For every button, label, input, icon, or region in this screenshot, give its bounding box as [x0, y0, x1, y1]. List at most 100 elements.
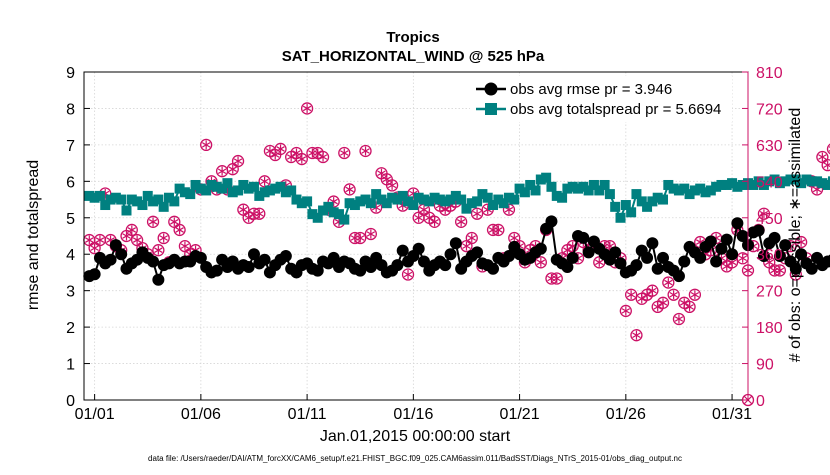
spread-point [328, 207, 339, 218]
obs-assimilated-marker [175, 227, 184, 233]
obs-count-point [130, 233, 144, 247]
spread-point [450, 190, 461, 201]
obs-assimilated-marker [170, 219, 179, 225]
series-layer [83, 102, 830, 407]
spread-point [312, 212, 323, 223]
spread-point [599, 179, 610, 190]
obs-assimilated-marker [467, 235, 476, 241]
spread-point [737, 179, 748, 190]
obs-assimilated-marker [563, 247, 572, 253]
spread-point [636, 196, 647, 207]
spread-point [525, 179, 536, 190]
obs-assimilated-marker [690, 291, 700, 298]
rmse-point [354, 264, 367, 277]
obs-assimilated-marker [361, 148, 370, 154]
y2-tick-label: 90 [756, 357, 774, 374]
obs-possible-marker [364, 227, 377, 241]
x-tick-label: 01/16 [393, 406, 433, 423]
spread-point [615, 212, 626, 223]
obs-assimilated-marker [276, 146, 285, 152]
rmse-point [768, 231, 781, 244]
y2-axis-label: # of obs: o=possible; ∗=assimilated [787, 108, 804, 362]
rmse-point [487, 262, 500, 275]
spread-point [812, 176, 823, 187]
obs-count-point [146, 215, 160, 228]
obs-count-point [231, 154, 245, 168]
obs-assimilated-marker [159, 235, 168, 241]
y2-tick-label: 630 [756, 138, 783, 155]
obs-assimilated-marker [494, 227, 503, 233]
obs-assimilated-marker [233, 158, 243, 164]
obs-count-point [773, 264, 787, 277]
obs-assimilated-marker [302, 105, 312, 112]
y-tick-label: 0 [66, 393, 75, 410]
spread-point [806, 176, 817, 187]
obs-assimilated-marker [382, 176, 391, 183]
y2-tick-label: 360 [756, 247, 783, 264]
x-tick-label: 01/06 [181, 406, 221, 423]
obs-count-point [428, 215, 441, 228]
obs-count-point [821, 158, 830, 172]
obs-count-point [401, 268, 415, 281]
spread-point [153, 194, 164, 205]
obs-count-point [237, 203, 250, 216]
spread-point [190, 179, 201, 190]
spread-point [456, 194, 467, 205]
obs-possible-marker [656, 296, 670, 309]
obs-count-point [226, 163, 239, 176]
obs-count-point [667, 288, 680, 301]
obs-possible-marker [274, 142, 287, 156]
spread-point [307, 209, 318, 220]
obs-possible-marker [157, 231, 170, 245]
spread-point [142, 190, 153, 201]
obs-assimilated-marker [95, 237, 105, 243]
spread-point [387, 192, 398, 203]
rmse-point [704, 235, 717, 248]
y2-tick-label: 270 [756, 284, 783, 301]
spread-point [774, 178, 785, 189]
rmse-point [672, 270, 685, 283]
spread-point [371, 189, 382, 200]
rmse-point [152, 273, 165, 286]
rmse-point [242, 260, 255, 273]
rmse-point [736, 230, 749, 242]
spread-point [801, 174, 812, 185]
rmse-point [577, 231, 590, 244]
footer-datafile: data file: /Users/raeder/DAI/ATM_forcXX/… [148, 454, 682, 463]
obs-count-point [826, 143, 830, 155]
spread-point [174, 183, 185, 194]
obs-assimilated-marker [637, 295, 646, 302]
obs-assimilated-marker [239, 206, 248, 213]
rmse-point [88, 268, 101, 281]
obs-count-point [359, 144, 372, 158]
spread-point [498, 198, 509, 209]
obs-assimilated-marker [685, 304, 694, 310]
y-tick-label: 1 [66, 357, 75, 374]
obs-count-point [157, 231, 170, 245]
spread-point [376, 194, 387, 205]
obs-count-point [300, 102, 314, 115]
obs-count-point [688, 288, 702, 301]
obs-possible-marker [646, 284, 659, 297]
spread-point [493, 194, 504, 205]
obs-count-point [646, 284, 659, 297]
spread-point [785, 174, 796, 185]
spread-point [594, 185, 605, 196]
spread-point [403, 196, 414, 207]
spread-point [684, 189, 695, 200]
obs-assimilated-marker [371, 204, 381, 211]
spread-point [344, 198, 355, 209]
y2-tick-label: 720 [756, 101, 783, 118]
obs-assimilated-marker [409, 190, 418, 197]
spread-point [519, 187, 530, 198]
spread-point [408, 200, 419, 211]
spread-point [695, 183, 706, 194]
rmse-point [582, 246, 595, 259]
rmse-point [327, 251, 340, 264]
spread-point [748, 179, 759, 190]
spread-point [488, 200, 499, 211]
spread-point [222, 178, 233, 189]
x-tick-label: 01/21 [500, 406, 540, 423]
spread-point [365, 198, 376, 209]
rmse-point [657, 251, 670, 264]
